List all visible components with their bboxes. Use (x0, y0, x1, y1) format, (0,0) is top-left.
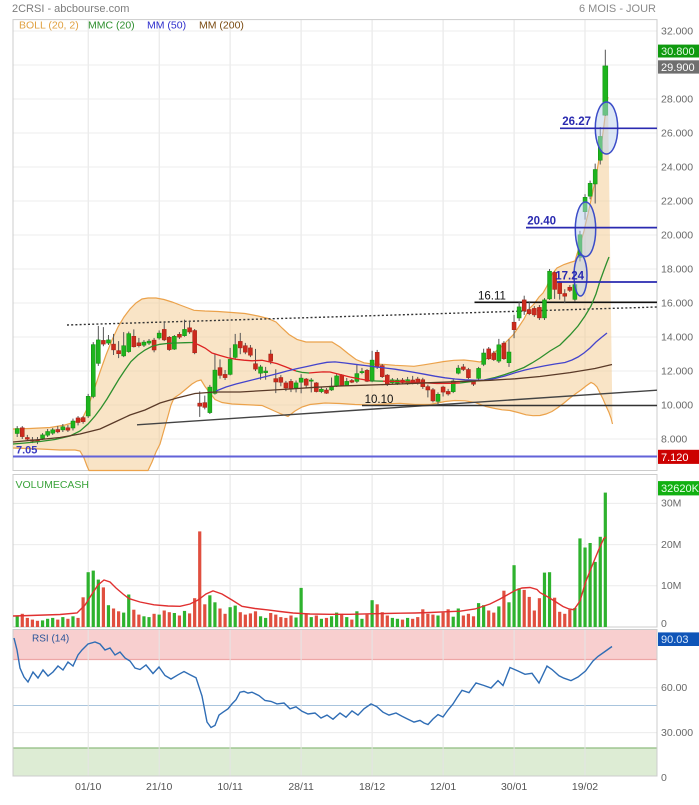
svg-text:0: 0 (661, 772, 667, 784)
svg-text:18/12: 18/12 (359, 781, 385, 793)
svg-text:7.05: 7.05 (16, 445, 37, 457)
svg-text:28/11: 28/11 (288, 781, 314, 793)
svg-text:26.000: 26.000 (661, 128, 693, 140)
svg-text:6 MOIS - JOUR: 6 MOIS - JOUR (579, 3, 656, 15)
svg-text:90.03: 90.03 (661, 634, 689, 646)
svg-text:10M: 10M (661, 580, 681, 592)
svg-text:17.24: 17.24 (555, 271, 584, 283)
svg-text:0: 0 (661, 618, 667, 630)
svg-text:MMC (20): MMC (20) (88, 20, 135, 32)
svg-text:20M: 20M (661, 539, 681, 551)
svg-text:18.000: 18.000 (661, 264, 693, 276)
svg-text:19/02: 19/02 (572, 781, 598, 793)
svg-text:20.000: 20.000 (661, 230, 693, 242)
svg-text:16.11: 16.11 (478, 291, 506, 303)
svg-text:12/01: 12/01 (430, 781, 456, 793)
svg-text:21/10: 21/10 (146, 781, 172, 793)
svg-text:16.000: 16.000 (661, 298, 693, 310)
svg-text:01/10: 01/10 (75, 781, 101, 793)
svg-text:24.000: 24.000 (661, 162, 693, 174)
svg-text:28.000: 28.000 (661, 94, 693, 106)
svg-text:30/01: 30/01 (501, 781, 527, 793)
svg-text:29.900: 29.900 (661, 62, 695, 74)
svg-text:MM (200): MM (200) (199, 20, 244, 32)
svg-text:32.000: 32.000 (661, 26, 693, 38)
svg-text:30M: 30M (661, 498, 681, 510)
svg-text:VOLUMECASH: VOLUMECASH (16, 479, 90, 491)
svg-text:12.000: 12.000 (661, 366, 693, 378)
svg-text:32620K: 32620K (661, 483, 699, 495)
svg-text:7.120: 7.120 (661, 452, 689, 464)
svg-text:26.27: 26.27 (562, 116, 591, 128)
svg-text:14.000: 14.000 (661, 332, 693, 344)
svg-text:10/11: 10/11 (217, 781, 243, 793)
svg-text:2CRSI - abcbourse.com: 2CRSI - abcbourse.com (12, 3, 129, 15)
svg-text:RSI (14): RSI (14) (32, 634, 69, 645)
svg-text:BOLL (20, 2): BOLL (20, 2) (19, 20, 79, 32)
svg-text:20.40: 20.40 (527, 216, 556, 228)
svg-text:8.000: 8.000 (661, 434, 687, 446)
svg-text:60.00: 60.00 (661, 682, 687, 694)
svg-text:10.10: 10.10 (365, 394, 394, 406)
svg-text:30.800: 30.800 (661, 46, 695, 58)
svg-text:MM (50): MM (50) (147, 20, 186, 32)
svg-text:30.000: 30.000 (661, 727, 693, 739)
svg-text:10.000: 10.000 (661, 400, 693, 412)
svg-text:22.000: 22.000 (661, 196, 693, 208)
